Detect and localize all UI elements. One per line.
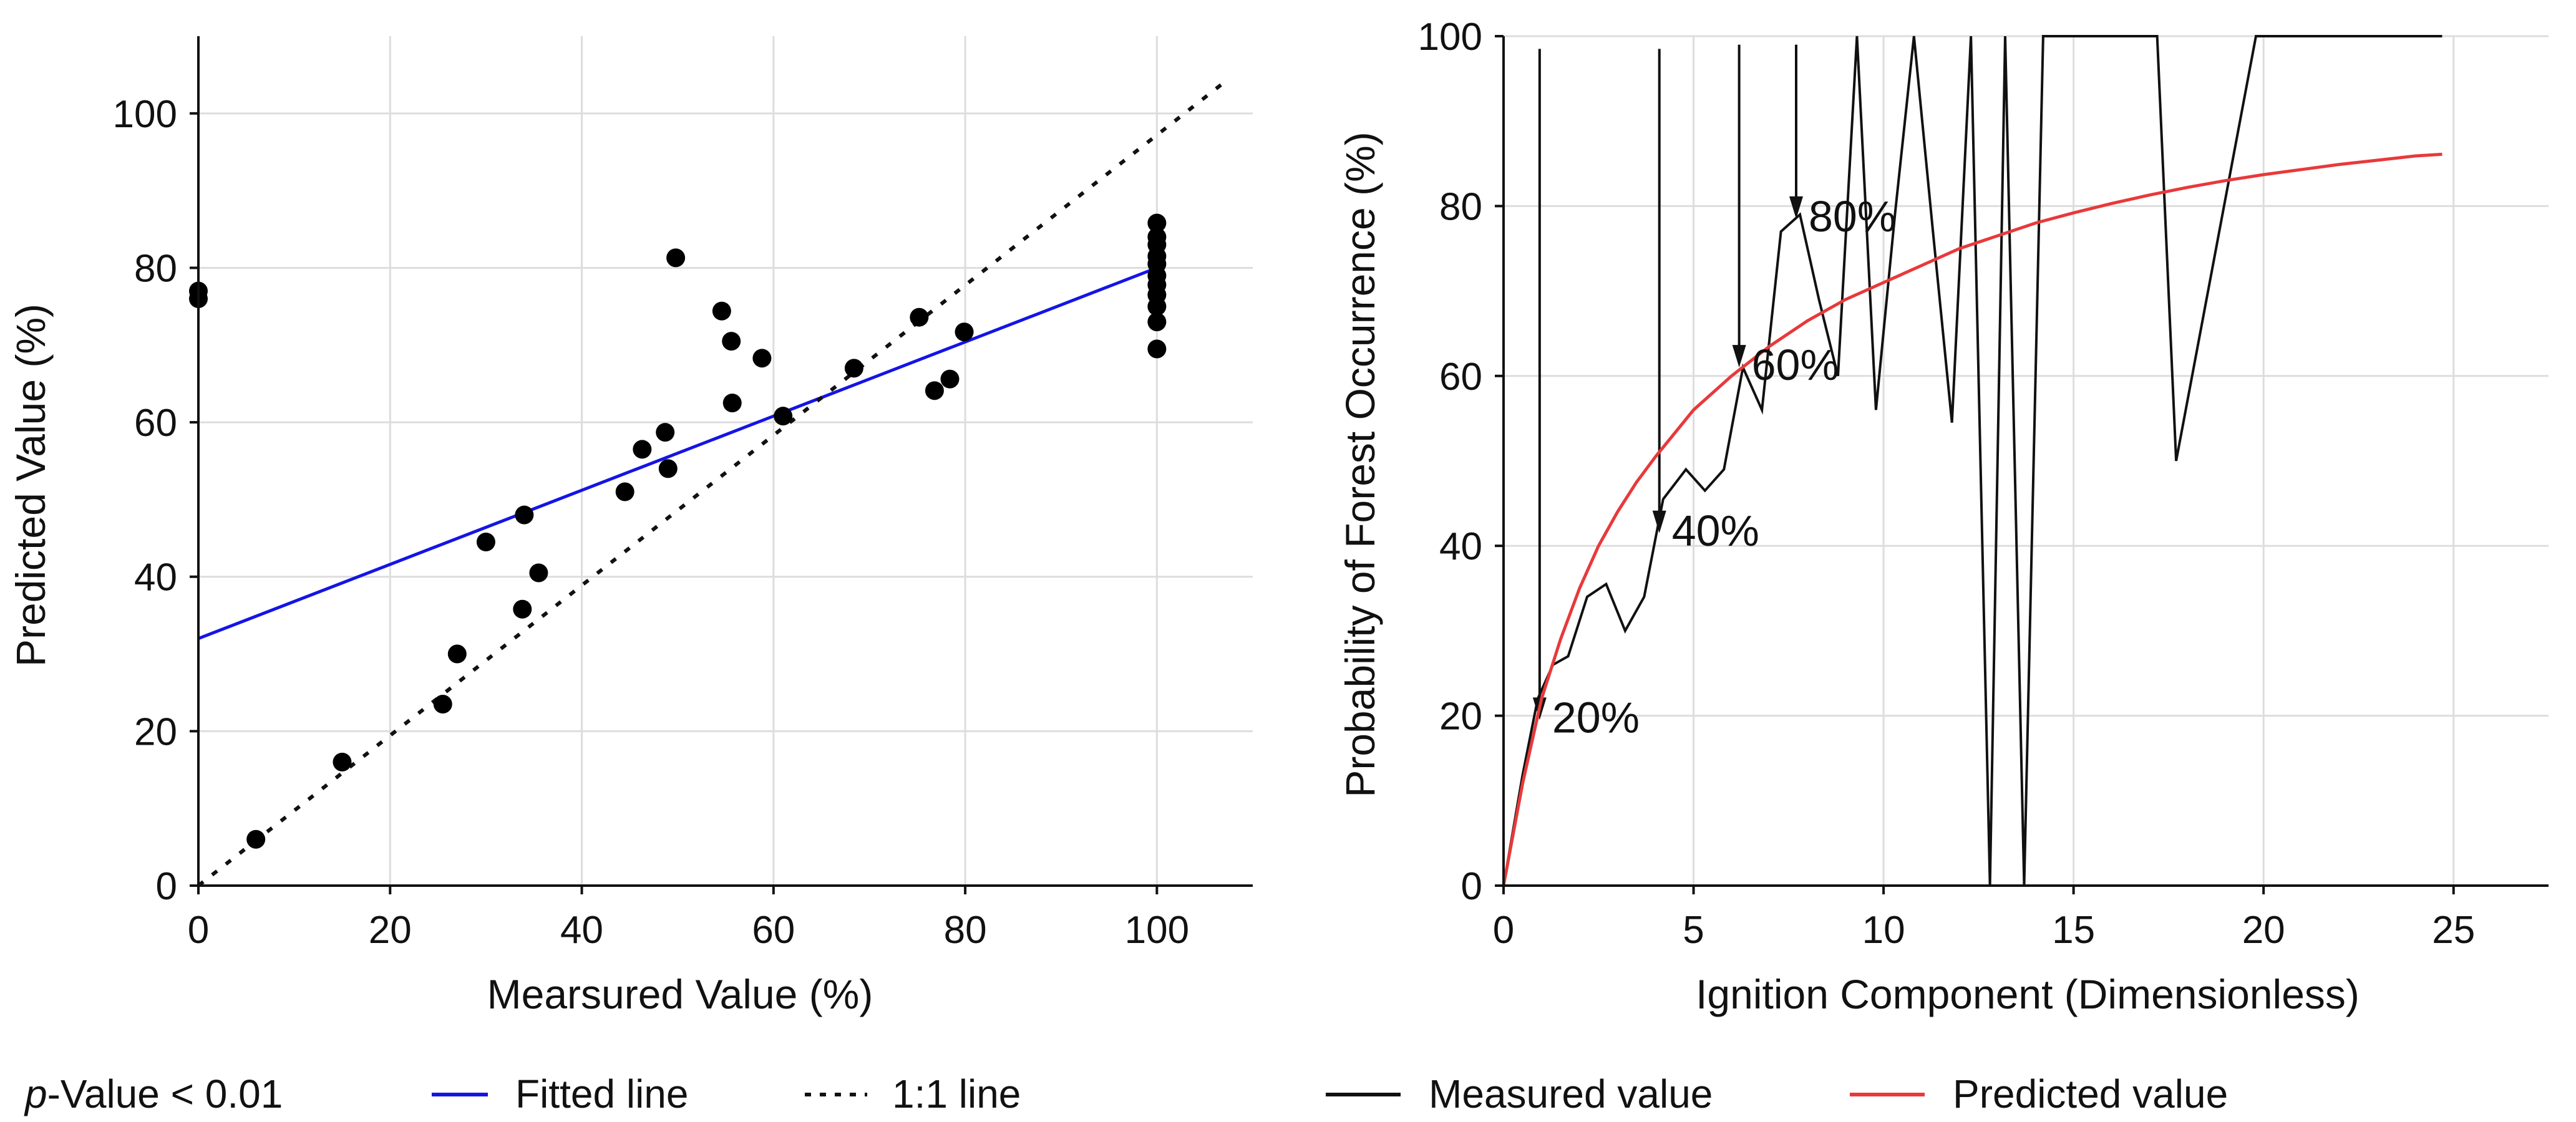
- data-point-4: [433, 695, 452, 714]
- data-point-23: [940, 369, 960, 389]
- p-value-rest: -Value < 0.01: [47, 1071, 283, 1116]
- right-y-tick-labels: 0 20 40 60 80 100: [1418, 16, 1504, 908]
- left-y-tick-5: 100: [113, 93, 177, 136]
- data-point-35: [1147, 339, 1167, 359]
- data-point-8: [515, 505, 534, 525]
- data-point-34: [1147, 312, 1167, 332]
- data-point-2: [246, 829, 266, 849]
- left-y-tick-labels: 0 20 40 60 80 100: [113, 93, 198, 908]
- right-y-tick-2: 40: [1439, 525, 1482, 568]
- data-point-6: [476, 533, 495, 552]
- data-point-9: [529, 563, 548, 583]
- one-to-one-legend-label: 1:1 line: [892, 1071, 1021, 1116]
- p-value-label: p-Value < 0.01: [24, 1071, 283, 1116]
- data-point-10: [615, 482, 634, 501]
- threshold-arrows: [1532, 44, 1803, 720]
- right-series: [1502, 35, 2442, 886]
- threshold-annotations: 20% 40% 60% 80%: [1552, 192, 1896, 742]
- data-point-5: [447, 644, 467, 664]
- data-point-20: [844, 359, 863, 378]
- right-x-axis-label: Ignition Component (Dimensionless): [1696, 971, 2360, 1017]
- right-axes-spines: [1502, 36, 2549, 894]
- scatter-panel: 0 20 40 60 80 100 0 20 40 60 80 100 Mearsured Valu…: [7, 36, 1253, 1017]
- data-point-15: [712, 301, 731, 321]
- left-y-tick-1: 20: [134, 710, 177, 753]
- data-point-11: [633, 440, 652, 459]
- left-x-tick-4: 80: [944, 909, 987, 952]
- predicted-legend-label: Predicted value: [1953, 1071, 2228, 1116]
- left-x-tick-0: 0: [188, 909, 209, 952]
- fitted-line-legend-label: Fitted line: [515, 1071, 688, 1116]
- left-x-tick-5: 100: [1125, 909, 1189, 952]
- left-gridlines: [197, 36, 1253, 887]
- left-legend: p-Value < 0.01 Fitted line 1:1 line: [24, 1071, 1021, 1116]
- data-point-25: [1147, 213, 1167, 233]
- left-y-tick-3: 60: [134, 402, 177, 445]
- predicted-value-line: [1502, 152, 2442, 886]
- left-y-tick-0: 0: [156, 865, 177, 908]
- right-x-tick-5: 25: [2432, 909, 2475, 952]
- left-y-tick-4: 80: [134, 247, 177, 290]
- threshold-label-0: 20%: [1552, 693, 1640, 742]
- threshold-arrowhead-3: [1789, 196, 1803, 219]
- right-y-tick-4: 80: [1439, 185, 1482, 228]
- data-point-7: [513, 599, 532, 619]
- left-x-tick-2: 40: [560, 909, 603, 952]
- threshold-arrowhead-2: [1732, 345, 1746, 368]
- fitted-line: [198, 266, 1158, 641]
- left-x-tick-1: 20: [369, 909, 412, 952]
- left-y-tick-2: 40: [134, 556, 177, 599]
- right-x-tick-2: 10: [1862, 909, 1905, 952]
- data-point-12: [656, 423, 675, 442]
- data-point-21: [910, 307, 929, 327]
- data-point-14: [666, 248, 686, 268]
- data-point-22: [925, 381, 944, 400]
- data-point-13: [658, 459, 678, 478]
- data-point-18: [752, 349, 772, 368]
- measured-value-line: [1502, 35, 2442, 886]
- right-y-tick-5: 100: [1418, 16, 1482, 59]
- data-point-33: [1147, 297, 1167, 316]
- left-axes-spines: [197, 36, 1253, 894]
- one-to-one-line-group: [197, 80, 1225, 887]
- right-x-tick-0: 0: [1493, 909, 1514, 952]
- right-x-tick-labels: 0 5 10 15 20 25: [1493, 886, 2475, 952]
- data-point-19: [774, 407, 793, 426]
- left-x-tick-3: 60: [752, 909, 795, 952]
- right-y-tick-0: 0: [1461, 865, 1482, 908]
- threshold-label-3: 80%: [1809, 192, 1896, 241]
- right-x-tick-4: 20: [2242, 909, 2285, 952]
- right-x-tick-3: 15: [2052, 909, 2095, 952]
- threshold-label-1: 40%: [1672, 506, 1759, 555]
- fitted-line-group: [198, 266, 1158, 641]
- data-point-24: [955, 322, 974, 342]
- left-y-axis-label: Predicted Value (%): [7, 304, 54, 667]
- right-x-tick-1: 5: [1683, 909, 1704, 952]
- data-point-16: [722, 332, 741, 351]
- right-y-tick-3: 60: [1439, 355, 1482, 399]
- p-value-italic: p: [24, 1071, 47, 1116]
- right-y-axis-label: Probability of Forest Occurrence (%): [1337, 132, 1383, 797]
- data-point-3: [333, 752, 352, 771]
- left-x-axis-label: Mearsured Value (%): [487, 971, 873, 1017]
- scatter-points: [189, 213, 1167, 849]
- left-x-tick-labels: 0 20 40 60 80 100: [188, 886, 1189, 952]
- threshold-label-2: 60%: [1752, 341, 1839, 389]
- line-panel: 0 5 10 15 20 25 0 20 40 60 80 100 20% 40% 60% 80% Ign…: [1337, 16, 2549, 1017]
- one-to-one-line: [197, 80, 1225, 887]
- measured-legend-label: Measured value: [1429, 1071, 1713, 1116]
- data-point-17: [722, 394, 742, 413]
- right-y-tick-1: 20: [1439, 695, 1482, 738]
- right-legend: Measured value Predicted value: [1326, 1071, 2228, 1116]
